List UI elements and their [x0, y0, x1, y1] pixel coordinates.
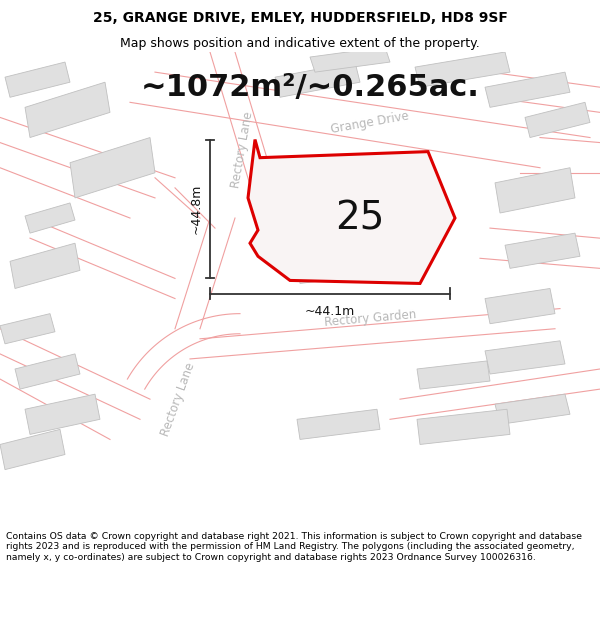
Polygon shape	[0, 429, 65, 469]
Polygon shape	[25, 82, 110, 138]
Polygon shape	[485, 289, 555, 324]
Polygon shape	[25, 203, 75, 233]
Polygon shape	[310, 47, 390, 72]
Polygon shape	[296, 233, 380, 284]
Text: Rectory Lane: Rectory Lane	[158, 361, 197, 438]
Text: Grange Drive: Grange Drive	[330, 109, 410, 136]
Polygon shape	[417, 361, 490, 389]
Text: Rectory Garden: Rectory Garden	[323, 308, 416, 329]
Polygon shape	[15, 354, 80, 389]
Text: 25, GRANGE DRIVE, EMLEY, HUDDERSFIELD, HD8 9SF: 25, GRANGE DRIVE, EMLEY, HUDDERSFIELD, H…	[92, 11, 508, 26]
Polygon shape	[25, 394, 100, 434]
Text: Map shows position and indicative extent of the property.: Map shows position and indicative extent…	[120, 38, 480, 51]
Polygon shape	[10, 243, 80, 289]
Polygon shape	[415, 52, 510, 88]
Polygon shape	[362, 226, 415, 258]
Polygon shape	[485, 341, 565, 374]
Text: Contains OS data © Crown copyright and database right 2021. This information is : Contains OS data © Crown copyright and d…	[6, 532, 582, 562]
Polygon shape	[248, 139, 455, 284]
Text: ~44.1m: ~44.1m	[305, 305, 355, 318]
Polygon shape	[275, 62, 360, 98]
Polygon shape	[495, 168, 575, 213]
Polygon shape	[417, 409, 510, 444]
Polygon shape	[495, 394, 570, 424]
Text: ~1072m²/~0.265ac.: ~1072m²/~0.265ac.	[140, 72, 479, 102]
Polygon shape	[5, 62, 70, 98]
Polygon shape	[0, 314, 55, 344]
Text: ~44.8m: ~44.8m	[190, 184, 203, 234]
Polygon shape	[525, 102, 590, 138]
Text: 25: 25	[335, 199, 385, 237]
Polygon shape	[485, 72, 570, 107]
Text: Rectory Lane: Rectory Lane	[229, 111, 255, 189]
Polygon shape	[505, 233, 580, 268]
Polygon shape	[297, 409, 380, 439]
Polygon shape	[70, 138, 155, 198]
